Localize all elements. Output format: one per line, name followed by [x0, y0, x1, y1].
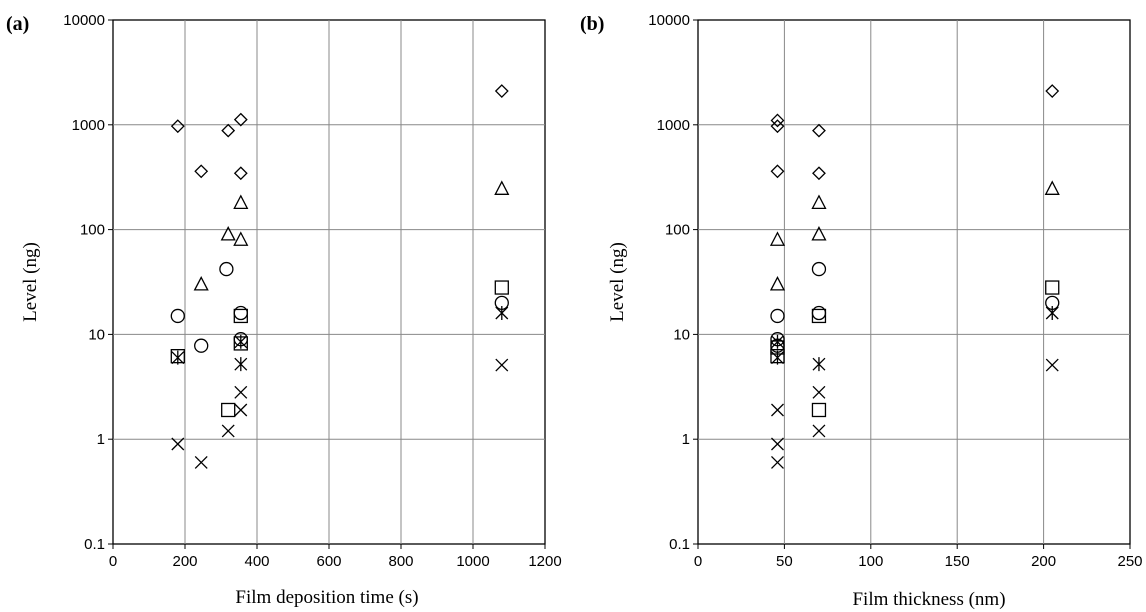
panel-a-x-tick-label: 1200 — [528, 553, 561, 570]
panel-b-point-x — [771, 403, 784, 417]
panel-a-xlabel: Film deposition time (s) — [235, 587, 418, 608]
panel-b-point-square — [811, 402, 827, 418]
panel-a-x-tick-label: 400 — [244, 553, 269, 570]
panel-b-x-tick-label: 0 — [694, 553, 702, 570]
panel-b-point-diamond — [770, 119, 785, 134]
panel-a-x-tick-label: 800 — [388, 553, 413, 570]
panel-b-y-tick-label: 1000 — [657, 117, 690, 134]
panel-a-point-x — [171, 437, 185, 451]
panel-a-point-triangle — [494, 180, 510, 195]
panel-b-point-triangle — [769, 231, 786, 246]
panel-a-point-diamond — [170, 119, 185, 134]
panel-b-point-circle — [811, 261, 827, 277]
panel-a-point-x — [221, 424, 235, 438]
panel-b-point-diamond — [770, 113, 785, 128]
panel-b-point-star — [771, 350, 784, 365]
panel-b: (b) Film thickness (nm) Level (ng) 0 50 10… — [580, 12, 1143, 610]
panel-b-x-tick-label: 150 — [945, 553, 970, 570]
panel-a-point-star — [495, 306, 509, 321]
panel-b-x-tick-label: 50 — [776, 553, 793, 570]
panel-b-point-circle — [811, 305, 827, 321]
panel-b-x-tick-label: 100 — [858, 553, 883, 570]
panel-a-point-triangle — [233, 194, 249, 209]
panel-a-point-triangle — [193, 275, 209, 291]
panel-a-y-tick-label: 10 — [88, 326, 105, 343]
panel-a-point-circle — [219, 261, 234, 277]
panel-b-x-tick-label: 250 — [1117, 553, 1142, 570]
panel-b-point-square — [1045, 280, 1060, 295]
panel-b-y-tick-label: 10000 — [648, 12, 690, 29]
panel-a-point-circle — [170, 308, 185, 324]
panel-a-x-tick-label: 200 — [172, 553, 197, 570]
panel-a-point-star — [171, 350, 185, 365]
panel-b-point-diamond — [1045, 84, 1060, 98]
panel-b-point-star — [771, 334, 784, 349]
panel-a-point-circle — [233, 305, 248, 321]
panel-a-point-x — [495, 358, 509, 372]
panel-a-point-diamond — [494, 84, 509, 98]
panel-b-point-triangle — [811, 194, 827, 209]
panel-a-point-diamond — [233, 112, 248, 127]
panel-b-xlabel: Film thickness (nm) — [852, 589, 1005, 610]
panel-a-y-tick-label: 0.1 — [84, 536, 105, 553]
panel-b-point-diamond — [812, 123, 826, 138]
panel-a-y-tick-label: 1 — [97, 431, 105, 448]
panel-a-point-x — [234, 385, 248, 399]
panel-a-point-square — [494, 280, 509, 295]
panel-a-point-circle — [194, 338, 209, 353]
panel-a-point-square — [221, 402, 236, 418]
panel-a-point-star — [234, 334, 248, 349]
panel-b-y-tick-label: 1 — [682, 431, 690, 448]
panel-b-point-diamond — [770, 164, 785, 179]
panel-a-point-star — [234, 357, 248, 372]
panel-b-point-diamond — [812, 166, 826, 181]
panel-a: (a) Film deposition time (s) Level (ng) … — [6, 12, 562, 608]
panel-b-y-tick-label: 100 — [665, 222, 690, 239]
panel-a-point-triangle — [233, 231, 249, 246]
panel-b-point-x — [771, 455, 784, 469]
panel-b-point-x — [812, 385, 826, 399]
panel-b-point-x — [812, 424, 826, 438]
panel-a-x-tick-label: 1000 — [456, 553, 489, 570]
panel-a-y-tick-label: 10000 — [63, 12, 105, 29]
panel-b-point-star — [812, 357, 826, 372]
panel-a-label: (a) — [6, 13, 29, 35]
panel-a-point-square — [233, 308, 248, 324]
panel-b-plot-frame — [697, 19, 1131, 545]
panel-b-y-tick-label: 10 — [673, 326, 690, 343]
panel-a-y-tick-label: 100 — [80, 222, 105, 239]
panel-a-x-tick-label: 600 — [316, 553, 341, 570]
panel-a-point-x — [234, 403, 248, 417]
panel-b-x-tick-label: 200 — [1031, 553, 1056, 570]
panel-a-point-diamond — [221, 123, 236, 138]
panel-a-point-triangle — [220, 225, 236, 241]
panel-b-point-triangle — [769, 275, 786, 291]
panel-b-point-circle — [770, 308, 785, 324]
panel-a-x-tick-label: 0 — [109, 553, 117, 570]
panel-b-ylabel: Level (ng) — [607, 242, 628, 322]
panel-b-point-triangle — [1044, 180, 1060, 195]
panel-b-point-x — [771, 437, 784, 451]
panel-a-ylabel: Level (ng) — [20, 242, 41, 322]
panel-a-y-tick-label: 1000 — [72, 117, 105, 134]
panel-b-y-tick-label: 0.1 — [669, 536, 690, 553]
panel-b-point-star — [1045, 306, 1059, 321]
panel-a-point-diamond — [194, 164, 209, 179]
panel-b-point-x — [1045, 358, 1059, 372]
panel-b-point-square — [811, 308, 827, 324]
panel-b-point-triangle — [811, 225, 827, 241]
panel-b-label: (b) — [580, 13, 604, 35]
panel-a-point-x — [194, 455, 208, 469]
panel-a-point-diamond — [233, 166, 248, 181]
